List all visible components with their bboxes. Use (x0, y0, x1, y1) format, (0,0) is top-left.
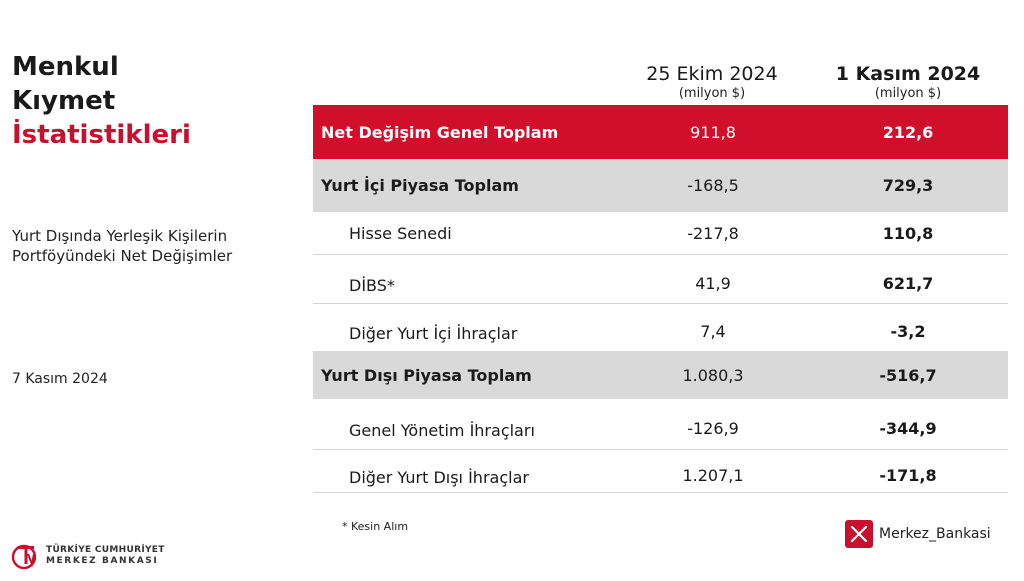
column-header-2-label: 1 Kasım 2024 (835, 63, 981, 85)
column-header-1-unit: (milyon $) (678, 86, 746, 101)
column-header-1-label: 25 Ekim 2024 (646, 63, 778, 85)
row-value-col2: 621,7 (882, 273, 934, 293)
column-header-1: 25 Ekim 2024 (milyon $) (612, 62, 812, 101)
x-icon[interactable] (845, 520, 873, 548)
report-date: 7 Kasım 2024 (12, 371, 108, 387)
title-line-2: Kıymet (12, 86, 116, 116)
row-value-col1: -217,8 (687, 223, 739, 243)
row-value-col1: -168,5 (687, 176, 739, 195)
row-value-col2: -516,7 (879, 365, 937, 385)
row-value-col2: -3,2 (890, 322, 926, 341)
row-value-col2: -171,8 (879, 465, 937, 485)
row-label: Yurt İçi Piyasa Toplam (321, 176, 519, 195)
row-label: Diğer Yurt İçi İhraçlar (349, 324, 518, 343)
row-value-col1: -126,9 (687, 418, 739, 438)
column-header-2: 1 Kasım 2024 (milyon $) (808, 62, 1008, 101)
table-row: Diğer Yurt Dışı İhraçlar 1.207,1 -171,8 (313, 450, 1008, 493)
row-label: Genel Yönetim İhraçları (349, 420, 535, 440)
row-label: Diğer Yurt Dışı İhraçlar (349, 467, 529, 487)
row-value-col2: 212,6 (882, 122, 934, 142)
table-row: Diğer Yurt İçi İhraçlar 7,4 -3,2 (313, 304, 1008, 351)
row-value-col2: 110,8 (882, 223, 934, 243)
row-label: Yurt Dışı Piyasa Toplam (321, 365, 532, 385)
footnote: * Kesin Alım (342, 520, 409, 533)
table-row-foreign-total: Yurt Dışı Piyasa Toplam 1.080,3 -516,7 (313, 351, 1008, 399)
logo-text: TÜRKİYE CUMHURİYET MERKEZ BANKASI (46, 545, 165, 567)
table-row-total: Net Değişim Genel Toplam 911,8 212,6 (313, 105, 1008, 159)
page-subtitle: Yurt Dışında Yerleşik Kişilerin Portföyü… (12, 227, 233, 265)
row-value-col1: 7,4 (700, 322, 726, 341)
table-row: Hisse Senedi -217,8 110,8 (313, 212, 1008, 255)
logo-text-line-1: TÜRKİYE CUMHURİYET (46, 545, 165, 555)
row-value-col1: 41,9 (695, 273, 731, 293)
row-label: Net Değişim Genel Toplam (321, 122, 559, 142)
row-label: Hisse Senedi (349, 223, 452, 243)
row-value-col2: -344,9 (879, 418, 937, 438)
table-row-domestic-total: Yurt İçi Piyasa Toplam -168,5 729,3 (313, 159, 1008, 212)
column-header-2-unit: (milyon $) (874, 86, 942, 101)
table-row: DİBS* 41,9 621,7 (313, 255, 1008, 304)
row-label: DİBS* (349, 275, 395, 295)
row-value-col1: 1.207,1 (682, 465, 744, 485)
social-handle-text[interactable]: Merkez_Bankasi (879, 526, 991, 542)
statistics-table: Net Değişim Genel Toplam 911,8 212,6 Yur… (313, 105, 1008, 493)
logo-text-line-2: MERKEZ BANKASI (46, 556, 159, 566)
row-value-col1: 911,8 (690, 122, 736, 142)
page-title: Menkul Kıymet İstatistikleri (12, 50, 191, 152)
row-value-col2: 729,3 (882, 176, 934, 195)
central-bank-logo: TÜRKİYE CUMHURİYET MERKEZ BANKASI (10, 542, 165, 570)
title-line-3: İstatistikleri (12, 120, 191, 150)
row-value-col1: 1.080,3 (682, 365, 744, 385)
tcmb-logo-icon (11, 544, 37, 570)
social-handle[interactable]: Merkez_Bankasi (845, 520, 991, 548)
table-row: Genel Yönetim İhraçları -126,9 -344,9 (313, 399, 1008, 450)
title-line-1: Menkul (12, 52, 119, 82)
